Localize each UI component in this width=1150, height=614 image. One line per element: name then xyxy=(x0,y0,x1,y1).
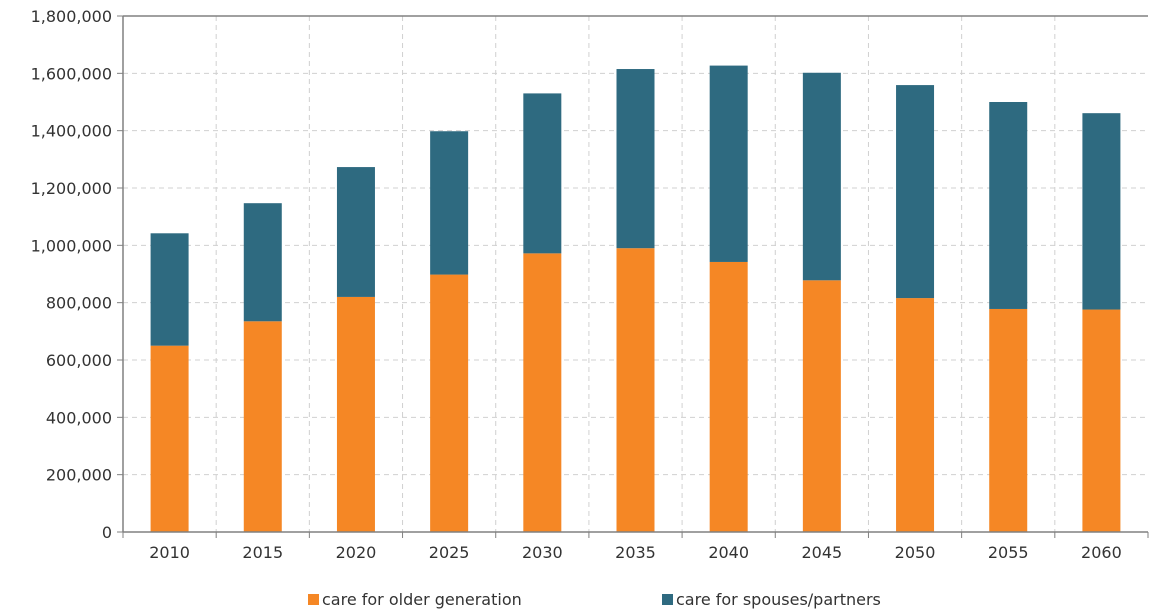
bar-segment xyxy=(523,253,562,533)
legend-swatch xyxy=(308,594,319,605)
axes xyxy=(117,15,1149,538)
y-tick-label: 200,000 xyxy=(46,466,112,485)
y-tick-label: 1,800,000 xyxy=(31,7,112,26)
y-tick-label: 800,000 xyxy=(46,294,112,313)
legend-label: care for older generation xyxy=(322,590,522,609)
bar-segment xyxy=(243,321,282,532)
y-tick-label: 600,000 xyxy=(46,351,112,370)
x-tick-label: 2030 xyxy=(522,543,563,562)
x-tick-label: 2045 xyxy=(802,543,843,562)
bar-segment xyxy=(150,233,189,346)
bar-segment xyxy=(1082,113,1121,310)
x-tick-label: 2060 xyxy=(1081,543,1122,562)
x-tick-label: 2035 xyxy=(615,543,656,562)
bar-segment xyxy=(896,85,935,299)
y-tick-label: 400,000 xyxy=(46,408,112,427)
bar-segment xyxy=(616,69,655,249)
y-tick-label: 1,200,000 xyxy=(31,179,112,198)
y-tick-label: 0 xyxy=(102,523,112,542)
x-tick-label: 2040 xyxy=(708,543,749,562)
bar-segment xyxy=(523,93,562,254)
bar-segment xyxy=(989,308,1028,532)
bar-segment xyxy=(709,65,748,262)
bars xyxy=(150,65,1121,533)
bar-segment xyxy=(802,280,841,532)
x-tick-label: 2055 xyxy=(988,543,1029,562)
x-tick-label: 2050 xyxy=(895,543,936,562)
legend: care for older generation care for spouse… xyxy=(308,590,881,609)
legend-label: care for spouses/partners xyxy=(676,590,881,609)
legend-item: care for spouses/partners xyxy=(662,590,881,609)
x-tick-label: 2010 xyxy=(149,543,190,562)
y-tick-label: 1,400,000 xyxy=(31,122,112,141)
bar-segment xyxy=(336,167,375,297)
bar-segment xyxy=(896,298,935,532)
bar-segment xyxy=(150,345,189,532)
grid-lines xyxy=(123,15,1148,532)
x-tick-label: 2015 xyxy=(242,543,283,562)
legend-item: care for older generation xyxy=(308,590,522,609)
x-tick-label: 2025 xyxy=(429,543,470,562)
bar-segment xyxy=(709,261,748,532)
bar-segment xyxy=(989,102,1028,309)
bar-segment xyxy=(802,72,841,281)
bar-segment xyxy=(430,274,469,532)
bar-segment xyxy=(243,203,282,322)
y-tick-label: 1,600,000 xyxy=(31,64,112,83)
x-tick-label: 2020 xyxy=(336,543,377,562)
bar-segment xyxy=(336,296,375,532)
x-tick-labels: 2010 2015 2020 2025 2030 2035 2040 2045 2050 2055… xyxy=(149,543,1122,562)
y-tick-label: 1,000,000 xyxy=(31,236,112,255)
legend-swatch xyxy=(662,594,673,605)
bar-segment xyxy=(1082,309,1121,532)
bar-segment xyxy=(430,131,469,275)
bar-segment xyxy=(616,248,655,532)
y-tick-labels: 0 200,000 400,000 600,000 800,000 1,000,000 1,… xyxy=(31,7,112,542)
